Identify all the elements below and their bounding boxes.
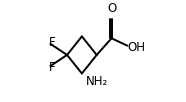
Text: F: F [49,61,55,74]
Text: OH: OH [128,41,146,54]
Text: NH₂: NH₂ [86,75,108,88]
Text: O: O [107,2,116,15]
Text: F: F [49,36,55,49]
